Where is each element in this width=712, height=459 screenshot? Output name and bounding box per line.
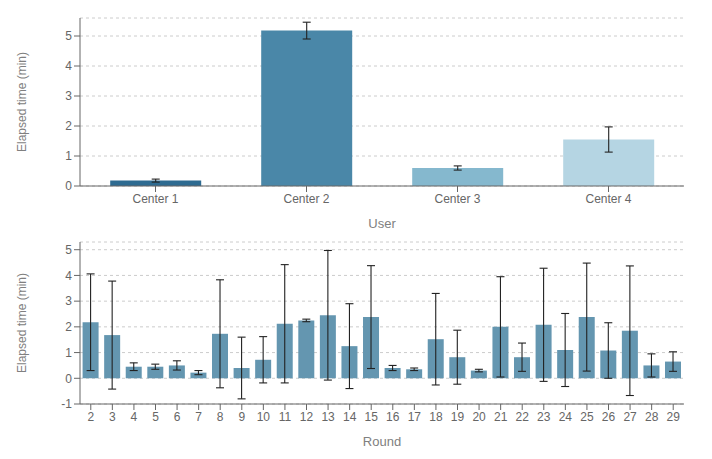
svg-text:22: 22 — [516, 410, 530, 424]
svg-text:9: 9 — [238, 410, 245, 424]
svg-text:16: 16 — [386, 410, 400, 424]
svg-text:Center 3: Center 3 — [434, 192, 480, 206]
svg-text:13: 13 — [321, 410, 335, 424]
svg-text:18: 18 — [429, 410, 443, 424]
svg-text:0: 0 — [65, 179, 72, 193]
svg-text:12: 12 — [300, 410, 314, 424]
svg-text:0: 0 — [65, 372, 72, 386]
svg-text:7: 7 — [195, 410, 202, 424]
svg-text:1: 1 — [65, 346, 72, 360]
svg-text:4: 4 — [65, 269, 72, 283]
svg-text:8: 8 — [217, 410, 224, 424]
svg-text:6: 6 — [174, 410, 181, 424]
svg-text:Elapsed time (min): Elapsed time (min) — [15, 273, 29, 373]
svg-text:-1: -1 — [61, 397, 72, 411]
svg-text:Center 1: Center 1 — [132, 192, 178, 206]
svg-text:25: 25 — [580, 410, 594, 424]
svg-text:User: User — [368, 216, 396, 231]
svg-text:2: 2 — [87, 410, 94, 424]
svg-text:20: 20 — [472, 410, 486, 424]
svg-text:5: 5 — [65, 29, 72, 43]
svg-text:11: 11 — [279, 410, 292, 424]
svg-text:4: 4 — [65, 59, 72, 73]
svg-text:19: 19 — [451, 410, 465, 424]
svg-text:2: 2 — [65, 320, 72, 334]
svg-text:21: 21 — [494, 410, 508, 424]
svg-text:24: 24 — [559, 410, 573, 424]
svg-text:26: 26 — [602, 410, 616, 424]
svg-text:14: 14 — [343, 410, 357, 424]
svg-text:17: 17 — [408, 410, 422, 424]
svg-text:Center 4: Center 4 — [585, 192, 631, 206]
svg-text:3: 3 — [65, 294, 72, 308]
svg-text:3: 3 — [65, 89, 72, 103]
svg-text:Elapsed time (min): Elapsed time (min) — [15, 52, 29, 152]
svg-text:15: 15 — [365, 410, 379, 424]
svg-text:1: 1 — [65, 149, 72, 163]
svg-text:3: 3 — [109, 410, 116, 424]
svg-text:2: 2 — [65, 119, 72, 133]
svg-text:Round: Round — [363, 434, 401, 449]
svg-text:28: 28 — [645, 410, 659, 424]
svg-text:10: 10 — [257, 410, 271, 424]
svg-text:5: 5 — [152, 410, 159, 424]
svg-text:27: 27 — [623, 410, 637, 424]
svg-text:5: 5 — [65, 243, 72, 257]
svg-text:4: 4 — [131, 410, 138, 424]
svg-text:29: 29 — [667, 410, 681, 424]
svg-text:Center 2: Center 2 — [283, 192, 329, 206]
svg-text:23: 23 — [537, 410, 551, 424]
